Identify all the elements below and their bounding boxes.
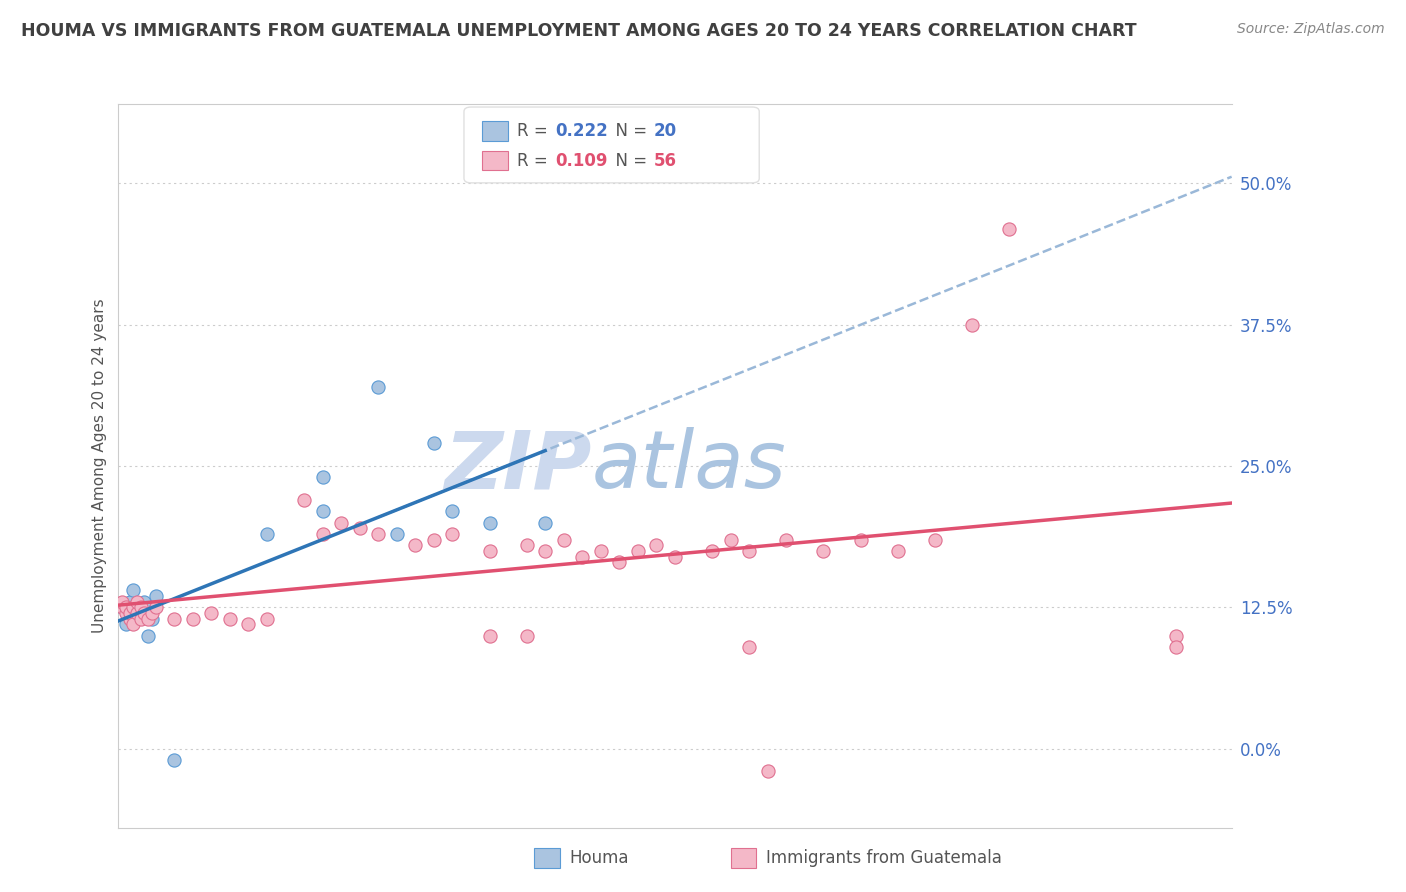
Text: N =: N = [605,122,652,140]
Point [645,538,668,552]
Point [163,753,186,767]
Point [118,612,141,626]
Text: HOUMA VS IMMIGRANTS FROM GUATEMALA UNEMPLOYMENT AMONG AGES 20 TO 24 YEARS CORREL: HOUMA VS IMMIGRANTS FROM GUATEMALA UNEMP… [21,22,1136,40]
Point [111,595,134,609]
Point [118,606,141,620]
Point [849,533,872,547]
Point [627,544,650,558]
Point [145,589,167,603]
Point [134,595,156,609]
Point [534,516,557,530]
Point [115,600,138,615]
Point [516,629,538,643]
Point [115,617,138,632]
Point [111,600,134,615]
Point [136,629,159,643]
Point [115,606,138,620]
Point [111,600,134,615]
Text: Source: ZipAtlas.com: Source: ZipAtlas.com [1237,22,1385,37]
Point [134,606,156,620]
Point [125,606,148,620]
Text: 0.109: 0.109 [555,152,607,169]
Text: 0.222: 0.222 [555,122,609,140]
Point [311,470,333,484]
Point [125,595,148,609]
Text: N =: N = [605,152,652,169]
Point [571,549,593,564]
Point [886,544,908,558]
Point [664,549,686,564]
Point [330,516,353,530]
Point [534,544,557,558]
Point [738,640,761,654]
Point [1164,629,1187,643]
Point [141,606,163,620]
Point [998,221,1021,235]
Point [553,533,575,547]
Text: Immigrants from Guatemala: Immigrants from Guatemala [766,849,1002,867]
Point [404,538,426,552]
Point [385,527,408,541]
Point [775,533,797,547]
Point [367,527,389,541]
Point [256,527,278,541]
Point [441,527,464,541]
Point [125,606,148,620]
Point [145,600,167,615]
Point [256,612,278,626]
Point [367,380,389,394]
Point [441,504,464,518]
Point [924,533,946,547]
Point [423,533,446,547]
Point [163,612,186,626]
Point [181,612,204,626]
Point [136,612,159,626]
Text: atlas: atlas [592,427,786,505]
Point [516,538,538,552]
Text: 20: 20 [654,122,676,140]
Point [311,504,333,518]
Point [960,318,983,332]
Point [292,493,315,508]
Point [141,612,163,626]
Point [122,617,145,632]
Point [122,600,145,615]
Point [700,544,723,558]
Point [200,606,222,620]
Point [1164,640,1187,654]
Point [738,544,761,558]
Point [218,612,240,626]
Point [129,600,152,615]
Point [311,527,333,541]
Point [122,583,145,598]
Point [349,521,371,535]
Point [720,533,742,547]
Point [813,544,835,558]
Text: 56: 56 [654,152,676,169]
Point [129,612,152,626]
Point [478,629,501,643]
Point [129,600,152,615]
Point [478,544,501,558]
Point [589,544,612,558]
Text: Houma: Houma [569,849,628,867]
Y-axis label: Unemployment Among Ages 20 to 24 years: Unemployment Among Ages 20 to 24 years [93,299,107,633]
Point [609,555,631,569]
Point [423,436,446,450]
Text: ZIP: ZIP [444,427,592,505]
Point [238,617,260,632]
Text: R =: R = [517,122,554,140]
Point [118,595,141,609]
Text: R =: R = [517,152,554,169]
Point [478,516,501,530]
Point [756,764,779,779]
